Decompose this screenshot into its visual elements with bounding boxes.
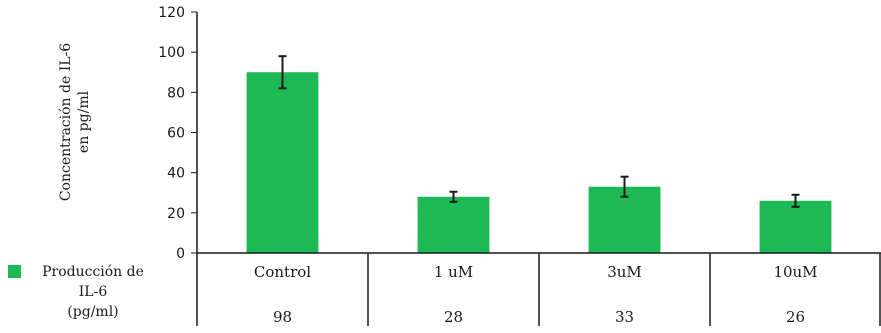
legend-label-line2: IL-6 — [79, 284, 108, 300]
y-tick-label: 80 — [167, 85, 185, 101]
y-tick-label: 120 — [158, 5, 185, 21]
y-tick-label: 100 — [158, 45, 185, 61]
data-table: Control 98 1 uM 28 3uM 33 10uM 26 — [254, 253, 881, 326]
y-tick-label: 0 — [176, 246, 185, 262]
table-value: 26 — [786, 308, 805, 326]
y-axis-title-line1: Concentración de IL-6 — [58, 43, 74, 201]
legend-swatch — [8, 265, 21, 278]
y-axis-title-line2: en pg/ml — [76, 90, 92, 153]
table-value: 33 — [615, 308, 634, 326]
x-category-label: 3uM — [607, 263, 642, 281]
y-tick-label: 40 — [167, 166, 185, 182]
bar — [759, 200, 832, 253]
bar — [246, 72, 319, 253]
y-tick-label: 20 — [167, 206, 185, 222]
bars — [246, 72, 832, 253]
bar — [588, 186, 661, 253]
y-axis-title: Concentración de IL-6 en pg/ml — [58, 43, 92, 201]
y-axis-ticks: 0 20 40 60 80 100 120 — [158, 5, 197, 262]
y-tick-label: 60 — [167, 126, 185, 142]
error-bars — [278, 55, 800, 208]
x-category-label: 10uM — [773, 263, 817, 281]
legend-label-line3: (pg/ml) — [67, 304, 118, 320]
legend-label-line1: Producción de — [42, 264, 144, 280]
legend: Producción de IL-6 (pg/ml) — [8, 264, 144, 320]
table-value: 98 — [273, 308, 292, 326]
bar — [417, 196, 490, 253]
x-category-label: 1 uM — [434, 263, 473, 281]
x-category-label: Control — [254, 263, 311, 281]
table-value: 28 — [444, 308, 463, 326]
